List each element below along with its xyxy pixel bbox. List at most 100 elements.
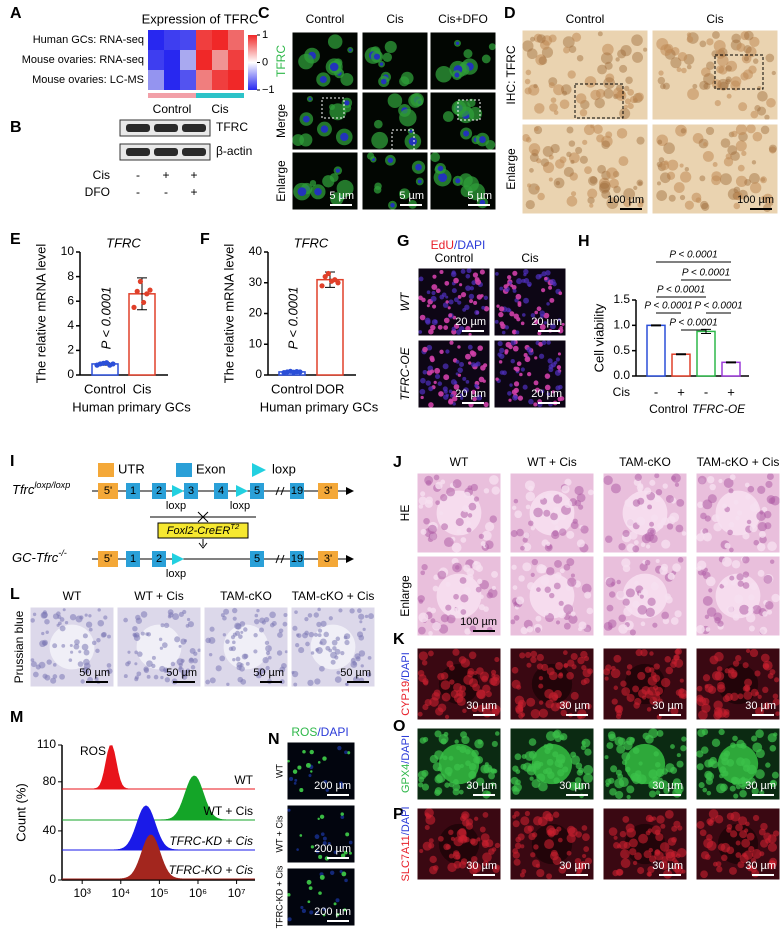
label-part: T2 — [230, 522, 240, 531]
cell — [457, 300, 462, 305]
cell — [772, 830, 780, 837]
cell — [94, 677, 99, 682]
y-tick-label: 6 — [67, 293, 74, 307]
cell — [547, 358, 553, 364]
cell — [367, 655, 372, 660]
cell — [491, 704, 501, 715]
cell — [317, 607, 321, 612]
cell — [748, 846, 755, 853]
cell — [423, 517, 430, 525]
label-part: /DAPI — [400, 652, 412, 681]
cell — [614, 778, 625, 789]
cell — [318, 891, 322, 895]
treatment-label: Cis — [93, 168, 110, 182]
cell — [759, 790, 765, 796]
cell — [437, 324, 443, 330]
cell — [745, 821, 750, 827]
blot-band — [154, 148, 178, 156]
cell — [292, 134, 305, 146]
cell — [546, 567, 555, 576]
scale-bar-label: 30 µm — [745, 780, 776, 792]
cell — [542, 810, 552, 820]
cell — [701, 202, 710, 211]
scale-bar-label: 5 µm — [467, 190, 492, 202]
cell — [482, 812, 489, 818]
cell — [748, 65, 757, 74]
error-bar — [676, 353, 686, 356]
cell — [633, 540, 639, 545]
cell — [420, 377, 426, 384]
cell — [725, 76, 732, 83]
label-part: CYP19 — [400, 681, 412, 716]
cell — [644, 666, 652, 673]
label-part: ROS — [291, 725, 317, 739]
cell — [680, 128, 687, 134]
column-label: WT + Cis — [134, 589, 183, 603]
cell — [420, 395, 424, 400]
cell — [738, 816, 748, 826]
cell — [677, 557, 684, 563]
x-tick-label: Control — [84, 381, 126, 396]
cell — [754, 105, 761, 112]
cell — [752, 131, 763, 142]
cell — [83, 649, 90, 656]
data-point — [147, 287, 153, 293]
cell — [84, 613, 88, 617]
cell — [95, 648, 100, 654]
cell — [470, 483, 479, 492]
cell — [460, 185, 473, 198]
cell — [750, 182, 762, 194]
cell — [600, 52, 613, 65]
cell — [679, 163, 684, 168]
cell — [673, 182, 685, 193]
cell — [136, 671, 142, 677]
panel-label: P — [393, 806, 404, 823]
cell — [601, 189, 611, 199]
cell — [716, 666, 723, 672]
cell — [472, 396, 477, 402]
cell — [488, 772, 496, 780]
nucleus — [373, 53, 381, 60]
cell — [570, 611, 576, 617]
cell — [621, 759, 628, 766]
row-label: WT — [398, 291, 412, 311]
cell — [512, 820, 520, 828]
cell — [755, 769, 765, 779]
colorbar-label: 1 — [262, 29, 268, 41]
cell — [701, 571, 707, 576]
cell — [725, 78, 731, 85]
cell — [730, 80, 741, 91]
cell — [504, 325, 510, 330]
cell — [632, 545, 640, 553]
micrograph-frame — [416, 472, 502, 554]
exon — [184, 483, 198, 499]
cell — [453, 763, 461, 771]
exon — [214, 483, 228, 499]
cell — [347, 751, 351, 755]
row-label: WT + Cis — [274, 815, 284, 853]
cell — [418, 651, 428, 661]
cell — [190, 665, 196, 670]
cell — [732, 735, 738, 742]
cell — [424, 317, 431, 324]
cell — [570, 755, 581, 765]
cell — [549, 297, 555, 303]
nucleus — [348, 48, 352, 52]
y-tick-label: 0 — [67, 367, 74, 381]
cell — [703, 82, 711, 90]
cell — [132, 625, 138, 632]
cell — [463, 586, 472, 595]
cell — [428, 386, 434, 392]
cell — [478, 533, 484, 539]
cell — [546, 758, 554, 766]
x-tick-label: 10³ — [74, 886, 91, 900]
cell — [421, 769, 429, 777]
micrograph — [361, 151, 429, 211]
cell — [205, 679, 211, 685]
cell — [449, 607, 458, 616]
cell — [707, 819, 714, 827]
cell — [445, 300, 449, 304]
cell — [328, 104, 336, 111]
heatmap-cell — [148, 70, 164, 90]
cell — [772, 698, 780, 706]
